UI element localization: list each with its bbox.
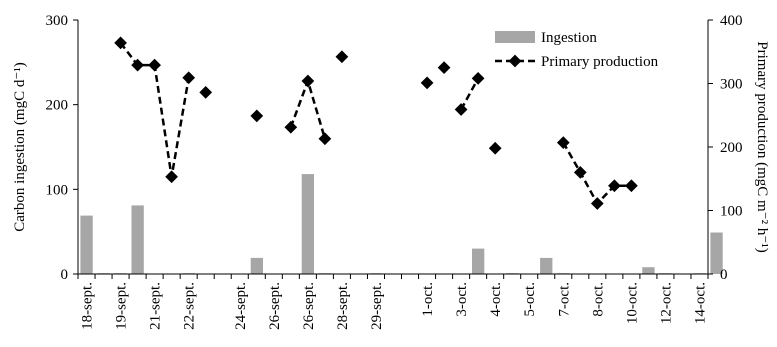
legend-bar-swatch xyxy=(495,31,535,43)
legend-ingestion-label: Ingestion xyxy=(541,30,597,46)
y-left-tick-label: 0 xyxy=(61,267,69,283)
ingestion-bar xyxy=(301,174,314,274)
x-tick-label: 29-sept. xyxy=(369,282,385,330)
x-tick-label: 10-oct. xyxy=(624,282,640,324)
x-tick-label: 12-oct. xyxy=(658,282,674,324)
y-right-tick-label: 300 xyxy=(720,77,743,93)
x-tick-label: 28-sept. xyxy=(335,282,351,330)
y-axis-left-label: Carbon ingestion (mgC d⁻¹) xyxy=(12,62,28,231)
primary-production-point xyxy=(131,58,144,72)
x-tick-label: 18-sept. xyxy=(80,282,96,330)
legend-primary-production-label: Primary production xyxy=(541,54,659,70)
y-right-tick-label: 200 xyxy=(720,140,743,156)
y-right-tick-label: 400 xyxy=(720,13,743,29)
ingestion-bar xyxy=(131,205,144,274)
primary-production-point xyxy=(335,50,349,64)
y-right-tick-label: 0 xyxy=(720,267,728,283)
x-tick-label: 19-sept. xyxy=(114,282,130,330)
axes xyxy=(73,19,713,279)
primary-production-point xyxy=(199,86,213,99)
x-tick-label: 21-sept. xyxy=(148,282,164,330)
primary-production-segment xyxy=(562,141,632,206)
primary-production-point xyxy=(488,141,502,155)
legend: Ingestion Primary production xyxy=(495,30,659,70)
ingestion-bar xyxy=(642,267,655,274)
primary-production-point xyxy=(437,61,451,74)
y-left-tick-label: 100 xyxy=(46,182,69,198)
ingestion-bar xyxy=(80,215,93,274)
x-tick-label: 1-oct. xyxy=(420,282,436,317)
x-tick-label: 26-sept. xyxy=(301,282,317,330)
ingestion-bar xyxy=(472,248,485,274)
x-tick-label: 5-oct. xyxy=(522,282,538,317)
primary-production-segment xyxy=(460,77,480,111)
primary-production-segment xyxy=(289,77,327,140)
primary-production-line xyxy=(114,36,638,210)
ingestion-bar xyxy=(540,257,553,274)
primary-production-point xyxy=(556,136,570,149)
primary-production-point xyxy=(454,103,468,116)
primary-production-point xyxy=(590,197,604,210)
primary-production-point xyxy=(301,74,315,88)
primary-production-point xyxy=(182,71,196,85)
x-tick-label: 8-oct. xyxy=(590,282,606,317)
x-tick-label: 14-oct. xyxy=(692,282,708,324)
primary-production-point xyxy=(573,166,587,179)
y-right-tick-label: 100 xyxy=(720,204,743,220)
y-axis-right-label: Primary production (mgC m⁻² h⁻¹) xyxy=(754,41,770,252)
ingestion-bars xyxy=(80,174,723,275)
primary-production-point xyxy=(471,72,485,85)
x-tick-label: 22-sept. xyxy=(182,282,198,330)
x-tick-label: 26-sept. xyxy=(267,282,283,330)
tick-labels: 0 100 200 300 0 100 200 300 400 18-sept. 19-sept. 2… xyxy=(46,13,743,330)
legend-diamond-marker xyxy=(508,54,522,68)
primary-production-point xyxy=(625,179,638,193)
primary-production-point xyxy=(250,109,264,123)
x-tick-label: 24-sept. xyxy=(233,282,249,330)
primary-production-point xyxy=(284,120,298,134)
x-tick-label: 7-oct. xyxy=(556,282,572,317)
primary-production-point xyxy=(318,132,332,146)
primary-production-point xyxy=(420,76,434,90)
x-tick-label: 3-oct. xyxy=(454,282,470,317)
ingestion-bar xyxy=(250,257,263,274)
primary-production-point xyxy=(148,58,161,72)
y-left-tick-label: 300 xyxy=(46,13,69,29)
y-left-tick-label: 200 xyxy=(46,98,69,114)
x-tick-label: 4-oct. xyxy=(488,282,504,317)
ingestion-bar xyxy=(710,232,723,274)
primary-production-point xyxy=(165,170,178,184)
